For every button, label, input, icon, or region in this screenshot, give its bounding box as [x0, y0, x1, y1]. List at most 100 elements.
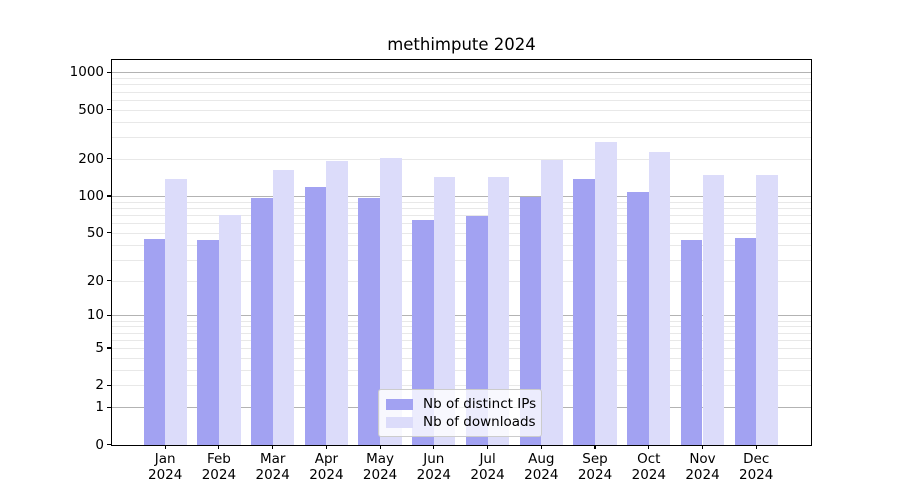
y-tick-mark [107, 109, 111, 111]
legend-item-distinct-ips: Nb of distinct IPs [386, 395, 536, 413]
y-tick-mark [107, 232, 111, 234]
x-tick-label-dec: Dec 2024 [739, 451, 774, 483]
minor-gridline [112, 232, 811, 234]
y-tick-mark [107, 279, 111, 282]
x-tick-mark [594, 445, 596, 449]
minor-gridline [112, 121, 811, 123]
minor-gridline [112, 137, 811, 139]
x-tick-mark [648, 445, 650, 449]
x-tick-label-may: May 2024 [362, 451, 398, 483]
minor-gridline [112, 348, 811, 349]
minor-gridline [112, 84, 811, 86]
legend-label: Nb of downloads [423, 414, 536, 430]
minor-gridline [112, 223, 811, 225]
y-tick-label: 100 [78, 188, 104, 204]
y-tick-mark [107, 71, 111, 73]
major-gridline [112, 72, 811, 74]
x-tick-label-feb: Feb 2024 [201, 451, 237, 483]
y-tick-label: 10 [86, 307, 104, 324]
y-tick-mark [107, 384, 111, 386]
bar-downloads-dec [756, 175, 778, 445]
bar-downloads-nov [702, 175, 725, 445]
y-tick-label: 0 [95, 436, 104, 453]
x-tick-label-jan: Jan 2024 [148, 451, 183, 483]
bar-downloads-jul [487, 177, 510, 445]
x-tick-mark [164, 445, 166, 449]
y-tick-label: 20 [86, 272, 104, 289]
x-tick-mark [487, 445, 489, 449]
minor-gridline [112, 332, 811, 334]
bar-ips-jul [465, 216, 488, 445]
minor-gridline [112, 326, 811, 328]
bar-ips-oct [627, 192, 649, 445]
x-tick-mark [701, 445, 704, 449]
plot-area [112, 60, 811, 445]
minor-gridline [112, 201, 811, 203]
bar-ips-may [358, 197, 381, 445]
y-tick-mark [107, 158, 111, 160]
y-tick-label: 1000 [69, 64, 104, 81]
bar-downloads-jan [165, 178, 187, 445]
minor-gridline [112, 91, 811, 93]
x-tick-mark [218, 445, 220, 449]
bar-ips-feb [197, 240, 219, 445]
minor-gridline [112, 158, 811, 160]
bar-ips-dec [734, 237, 757, 445]
y-tick-label: 1 [95, 399, 104, 416]
bar-ips-apr [304, 187, 327, 445]
minor-gridline [112, 280, 811, 282]
minor-gridline [112, 339, 811, 341]
downloads-color-swatch [386, 416, 413, 428]
y-tick-label: 50 [86, 224, 104, 241]
y-tick-mark [107, 406, 111, 408]
bar-ips-mar [251, 198, 273, 445]
bar-downloads-apr [326, 161, 349, 445]
x-tick-label-oct: Oct 2024 [631, 451, 666, 483]
minor-gridline [112, 320, 811, 322]
y-tick-label: 2 [95, 377, 104, 394]
minor-gridline [112, 369, 811, 371]
minor-gridline [112, 244, 811, 246]
bar-downloads-jun [433, 176, 456, 445]
bar-ips-jan [143, 238, 166, 445]
y-tick-mark [107, 195, 111, 197]
bar-ips-jun [412, 220, 434, 445]
major-gridline [112, 315, 811, 317]
y-tick-label: 5 [95, 340, 104, 356]
ips-color-swatch [386, 398, 413, 410]
minor-gridline [112, 357, 811, 359]
legend-label: Nb of distinct IPs [423, 396, 537, 412]
x-tick-mark [325, 445, 327, 449]
y-tick-label: 500 [78, 101, 104, 118]
minor-gridline [112, 259, 811, 261]
x-tick-mark [540, 445, 542, 449]
x-tick-label-apr: Apr 2024 [309, 451, 344, 483]
x-tick-label-nov: Nov 2024 [685, 451, 720, 483]
x-tick-mark [433, 445, 435, 449]
bar-downloads-sep [595, 141, 617, 445]
y-tick-mark [107, 314, 111, 316]
x-tick-label-jun: Jun 2024 [416, 451, 451, 483]
bar-ips-nov [680, 240, 703, 445]
legend-item-downloads: Nb of downloads [386, 413, 536, 431]
y-tick-mark [107, 347, 111, 349]
x-tick-label-jul: Jul 2024 [470, 451, 505, 483]
x-tick-label-sep: Sep 2024 [577, 451, 613, 483]
x-tick-mark [379, 445, 381, 449]
minor-gridline [112, 214, 811, 216]
minor-gridline [112, 385, 811, 387]
bar-downloads-oct [648, 151, 671, 445]
x-tick-label-aug: Aug 2024 [524, 451, 559, 483]
chart-title: methimpute 2024 [387, 35, 536, 54]
x-tick-mark [272, 445, 274, 449]
bar-downloads-aug [541, 159, 563, 445]
bar-downloads-may [380, 157, 402, 445]
x-tick-mark [755, 445, 757, 449]
major-gridline [112, 196, 811, 197]
bar-ips-aug [519, 197, 542, 445]
minor-gridline [112, 99, 811, 101]
bar-downloads-feb [218, 215, 241, 445]
minor-gridline [112, 207, 811, 209]
minor-gridline [112, 78, 811, 80]
bar-downloads-mar [272, 169, 295, 445]
